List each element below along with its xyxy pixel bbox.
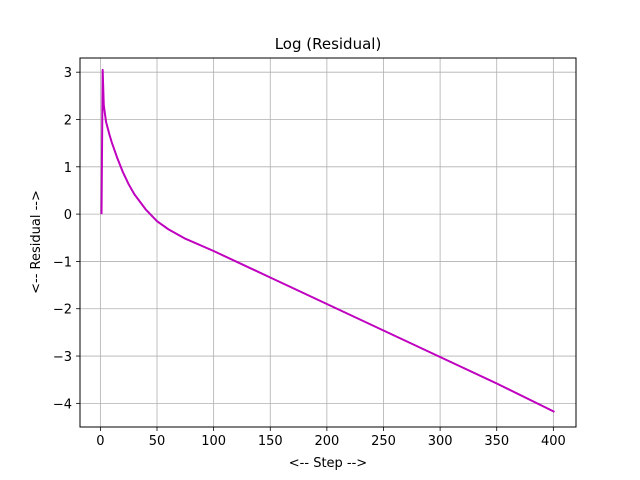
x-tick-label: 400 — [541, 434, 566, 449]
x-tick-label: 50 — [149, 434, 166, 449]
y-tick-label: −1 — [53, 255, 72, 270]
y-axis: −4 −3 −2 −1 0 1 2 3 — [53, 66, 80, 412]
x-tick-label: 200 — [314, 434, 339, 449]
x-tick-label: 150 — [258, 434, 283, 449]
y-tick-label: −2 — [53, 303, 72, 318]
x-tick-label: 300 — [428, 434, 453, 449]
x-tick-label: 250 — [371, 434, 396, 449]
x-axis-label: <-- Step --> — [289, 456, 367, 471]
series-line — [100, 68, 555, 413]
y-tick-label: −3 — [53, 350, 72, 365]
y-tick-label: 0 — [64, 208, 72, 223]
x-axis: 0 50 100 150 200 250 300 350 400 — [96, 427, 566, 449]
series-layer — [100, 68, 555, 413]
y-tick-label: 3 — [64, 66, 72, 81]
y-tick-label: 2 — [64, 114, 72, 129]
x-tick-label: 350 — [484, 434, 509, 449]
chart-title: Log (Residual) — [275, 35, 382, 53]
y-axis-label: <-- Residual --> — [29, 190, 44, 294]
plot-frame — [79, 57, 577, 428]
y-tick-label: 1 — [64, 161, 72, 176]
grid — [80, 58, 576, 427]
y-tick-label: −4 — [53, 397, 72, 412]
x-tick-label: 0 — [96, 434, 104, 449]
x-tick-label: 100 — [201, 434, 226, 449]
